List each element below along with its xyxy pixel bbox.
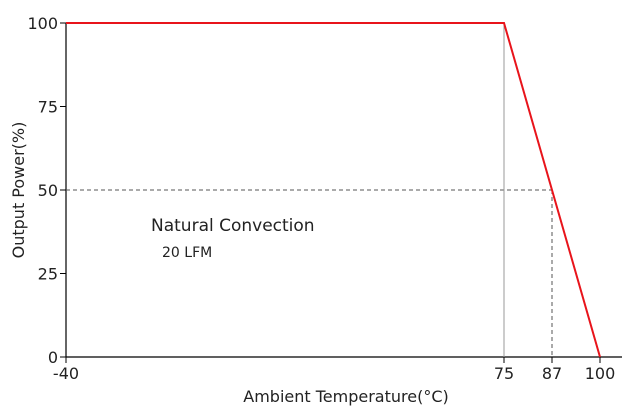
y-tick-label-100: 100 xyxy=(27,14,58,33)
annotation-20-lfm: 20 LFM xyxy=(162,245,212,261)
series-line-0 xyxy=(66,22,601,358)
x-tick-label-75: 75 xyxy=(494,364,514,383)
x-axis-label: Ambient Temperature(°C) xyxy=(243,387,448,406)
series-layer xyxy=(66,22,601,358)
x-tick-label-100: 100 xyxy=(585,364,616,383)
ticks-layer: 0 25 50 75 100 -40 75 87 100 xyxy=(27,14,615,383)
y-tick-label-75: 75 xyxy=(38,98,58,117)
y-tick-label-50: 50 xyxy=(38,181,58,200)
x-tick-label-87: 87 xyxy=(542,364,562,383)
reference-lines-layer xyxy=(66,23,553,357)
y-axis-label: Output Power(%) xyxy=(9,122,28,259)
annotation-natural-convection: Natural Convection xyxy=(151,216,315,236)
y-tick-label-0: 0 xyxy=(48,348,58,367)
y-tick-label-25: 25 xyxy=(38,265,58,284)
x-tick-label--40: -40 xyxy=(53,364,79,383)
